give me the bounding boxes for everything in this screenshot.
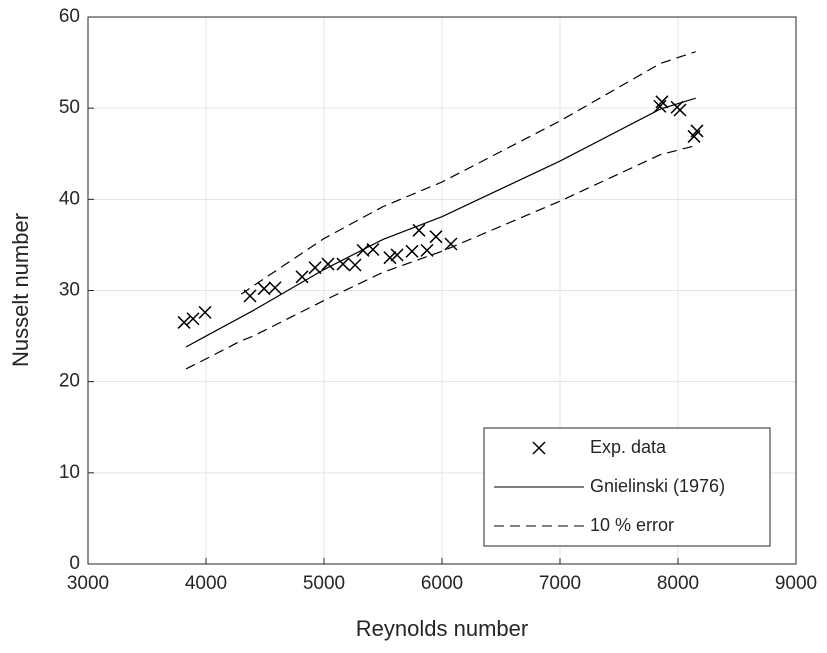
x-tick-label: 5000 — [303, 573, 345, 594]
legend-marker — [532, 441, 546, 455]
x-tick-label: 3000 — [67, 573, 109, 594]
marker — [295, 270, 309, 284]
marker — [321, 257, 335, 271]
marker — [429, 230, 443, 244]
line — [185, 97, 696, 348]
marker — [390, 248, 404, 262]
y-tick-label: 10 — [59, 462, 80, 483]
marker — [405, 244, 419, 258]
marker — [177, 315, 191, 329]
marker — [655, 95, 669, 109]
marker — [186, 312, 200, 326]
marker — [444, 237, 458, 251]
marker — [383, 251, 397, 265]
marker — [243, 289, 257, 303]
x-tick-label: 4000 — [185, 573, 227, 594]
y-axis-label: Nusselt number — [8, 213, 33, 367]
error-line — [241, 51, 696, 295]
x-tick-label: 6000 — [421, 573, 463, 594]
marker — [653, 99, 667, 113]
marker — [257, 282, 271, 296]
plot-frame — [87, 16, 797, 565]
marker — [412, 223, 426, 237]
x-axis-label: Reynolds number — [356, 616, 528, 641]
legend-label: Exp. data — [590, 437, 667, 457]
marker — [348, 258, 362, 272]
x-tick-label: 8000 — [657, 573, 699, 594]
y-tick-label: 0 — [69, 553, 80, 574]
y-tick-label: 40 — [59, 188, 80, 209]
y-tick-label: 20 — [59, 371, 80, 392]
marker — [673, 103, 687, 117]
x-tick-label: 7000 — [539, 573, 581, 594]
error-line — [185, 144, 696, 370]
marker — [308, 261, 322, 275]
y-tick-label: 60 — [59, 6, 80, 27]
legend-label: 10 % error — [590, 515, 674, 535]
marker — [690, 124, 704, 138]
marker — [268, 281, 282, 295]
y-tick-label: 30 — [59, 280, 80, 301]
marker — [198, 305, 212, 319]
marker — [366, 242, 380, 257]
marker — [420, 243, 434, 257]
legend-label: Gnielinski (1976) — [590, 476, 725, 496]
x-tick-label: 9000 — [775, 573, 817, 594]
marker — [336, 257, 350, 271]
y-tick-label: 50 — [59, 97, 80, 118]
